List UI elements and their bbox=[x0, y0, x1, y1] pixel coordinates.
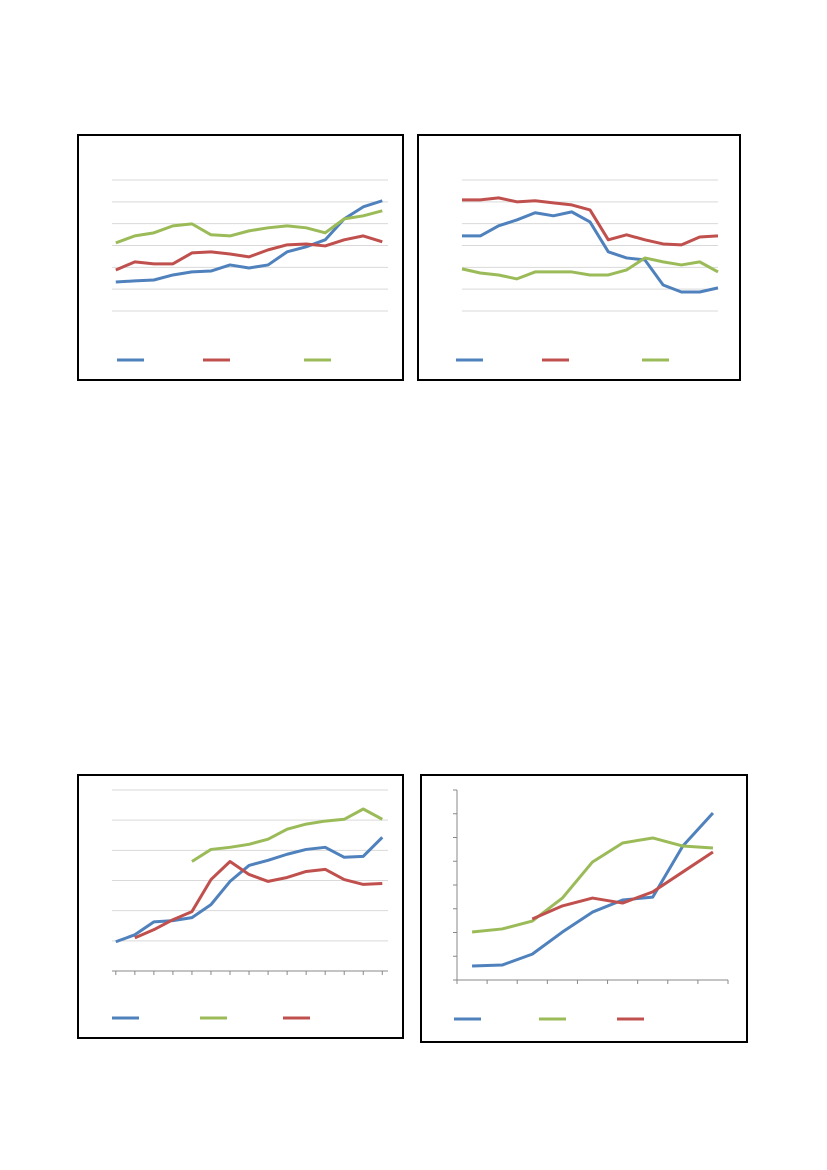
series-line bbox=[134, 859, 383, 940]
series-line bbox=[462, 210, 719, 294]
series-line bbox=[462, 196, 719, 247]
chart-frame bbox=[77, 774, 404, 1039]
series-line bbox=[115, 836, 384, 944]
chart-frame bbox=[420, 774, 748, 1043]
series-line bbox=[115, 234, 383, 272]
series-line bbox=[461, 256, 719, 281]
series-line bbox=[191, 807, 384, 863]
series-line bbox=[531, 850, 714, 921]
series-line bbox=[471, 836, 714, 934]
chart-frame bbox=[417, 134, 741, 381]
series-line bbox=[472, 812, 715, 968]
series-line bbox=[115, 199, 383, 284]
series-line bbox=[115, 209, 383, 245]
chart-frame bbox=[77, 134, 404, 381]
